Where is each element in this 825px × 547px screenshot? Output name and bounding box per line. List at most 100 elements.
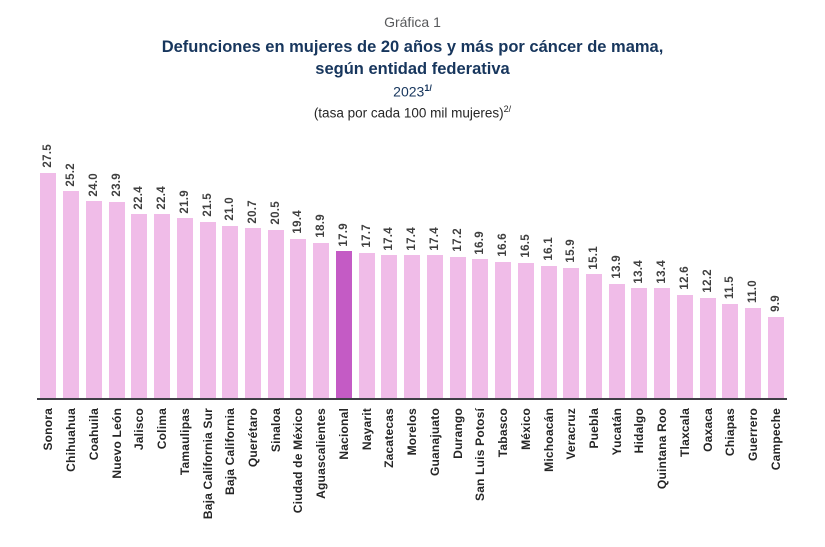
plot-area: 27.5 25.2 24.0 23.9 22.4 22.4 21.9 21.5 21.0 20.7… [37, 134, 787, 400]
bar [358, 252, 375, 398]
bar [699, 298, 716, 398]
bar-column: 21.5 [196, 193, 219, 398]
category-label: Veracruz [564, 408, 579, 460]
category-column: Quintana Roo [651, 400, 674, 489]
bar-column: 15.9 [560, 239, 583, 398]
bar-column: 17.4 [423, 227, 446, 398]
bar-value-label: 22.4 [133, 185, 146, 210]
bar-column: 17.4 [401, 227, 424, 398]
bar [222, 225, 239, 398]
category-column: Guanajuato [423, 400, 446, 476]
footnote-marker-2: 2/ [503, 103, 512, 114]
category-column: Chiapas [719, 400, 742, 456]
bar [199, 221, 216, 398]
bar-value-label: 17.4 [383, 226, 396, 251]
bar-column: 27.5 [37, 144, 60, 398]
bar-column: 20.5 [264, 201, 287, 398]
category-label: San Luis Potosí [473, 408, 488, 502]
category-column: Michoacán [537, 400, 560, 472]
bar-column: 22.4 [128, 186, 151, 398]
chart-number: Gráfica 1 [384, 14, 441, 30]
bar-column: 13.4 [651, 260, 674, 398]
bar-column: 22.4 [151, 186, 174, 398]
bar-value-label: 18.9 [315, 214, 328, 238]
bar-value-label: 12.6 [678, 266, 691, 290]
bar-value-label: 21.5 [201, 193, 214, 217]
bar-value-label: 23.9 [110, 173, 123, 197]
bar-value-label: 13.4 [633, 259, 646, 284]
bar-column: 13.4 [628, 260, 651, 398]
category-label: Nacional [336, 408, 351, 460]
bar-column: 21.0 [219, 197, 242, 398]
bar-column: 11.5 [719, 276, 742, 398]
bar [244, 228, 261, 398]
bar-value-label: 21.9 [178, 189, 191, 214]
category-label: Hidalgo [632, 408, 647, 454]
category-label: México [518, 408, 533, 450]
bar-value-label: 24.0 [87, 172, 100, 197]
bar-value-label: 16.5 [519, 234, 532, 258]
chart-title: Defunciones en mujeres de 20 años y más … [0, 36, 825, 81]
category-label: Yucatán [609, 408, 624, 456]
category-column: Sonora [37, 400, 60, 451]
category-column: Campeche [765, 400, 788, 470]
bar-value-label: 17.7 [360, 224, 373, 248]
bar [631, 288, 648, 398]
bar-column: 16.1 [537, 237, 560, 398]
category-column: Baja California Sur [196, 400, 219, 519]
bar [585, 274, 602, 398]
category-label: Sonora [41, 408, 56, 451]
chart-year-value: 2023 [393, 84, 425, 101]
bar-column: 17.4 [378, 227, 401, 398]
category-label: Nuevo León [109, 408, 124, 479]
bar [495, 261, 512, 398]
bar-value-label: 13.9 [610, 255, 623, 279]
category-label: Campeche [768, 408, 783, 471]
bar [40, 172, 57, 398]
chart-title-line2: según entidad federativa [315, 60, 510, 79]
bar-value-label: 19.4 [292, 210, 305, 234]
bar-value-label: 15.9 [565, 239, 578, 263]
chart-header: Gráfica 1 Defunciones en mujeres de 20 a… [0, 0, 825, 123]
bar-column: 11.0 [742, 280, 765, 398]
bar-chart: 27.5 25.2 24.0 23.9 22.4 22.4 21.9 21.5 21.0 20.7… [37, 134, 787, 543]
bar-value-label: 15.1 [587, 245, 600, 270]
bar-column: 17.2 [446, 228, 469, 398]
bar [313, 243, 330, 398]
category-column: Coahuila [82, 400, 105, 460]
category-label: Querétaro [245, 408, 260, 468]
category-label: Ciudad de México [291, 408, 306, 514]
bar [404, 255, 421, 398]
category-column: Baja California [219, 400, 242, 495]
bar-value-label: 11.5 [724, 275, 737, 299]
chart-unit-text: (tasa por cada 100 mil mujeres) [313, 105, 504, 121]
chart-unit-note: (tasa por cada 100 mil mujeres)2/ [0, 103, 825, 123]
bar-column: 21.9 [173, 190, 196, 398]
category-label: Puebla [586, 408, 601, 449]
bar-column: 16.6 [492, 233, 515, 398]
category-label: Chiapas [723, 408, 738, 457]
category-column: Zacatecas [378, 400, 401, 468]
category-column: Tamaulipas [173, 400, 196, 475]
bar [563, 267, 580, 398]
category-column: Oaxaca [696, 400, 719, 452]
bar-column: 9.9 [765, 295, 788, 398]
category-column: Durango [446, 400, 469, 459]
category-column: México [514, 400, 537, 450]
footnote-marker-1: 1/ [424, 83, 432, 94]
category-label: Guerrero [746, 408, 761, 461]
category-label: Tabasco [496, 408, 511, 458]
bar-value-label: 17.9 [337, 222, 350, 247]
bar-column: 16.5 [514, 234, 537, 398]
bar-column: 17.7 [355, 224, 378, 398]
category-label: Zacatecas [382, 408, 397, 468]
category-label: Baja California [223, 408, 238, 496]
category-column: Veracruz [560, 400, 583, 460]
bar-value-label: 20.7 [246, 199, 259, 224]
bar-value-label: 17.4 [428, 226, 441, 251]
bar-value-label: 27.5 [42, 143, 55, 168]
bar-value-label: 21.0 [224, 197, 237, 221]
bar-value-label: 13.4 [656, 259, 669, 284]
category-column: Nuevo León [105, 400, 128, 479]
